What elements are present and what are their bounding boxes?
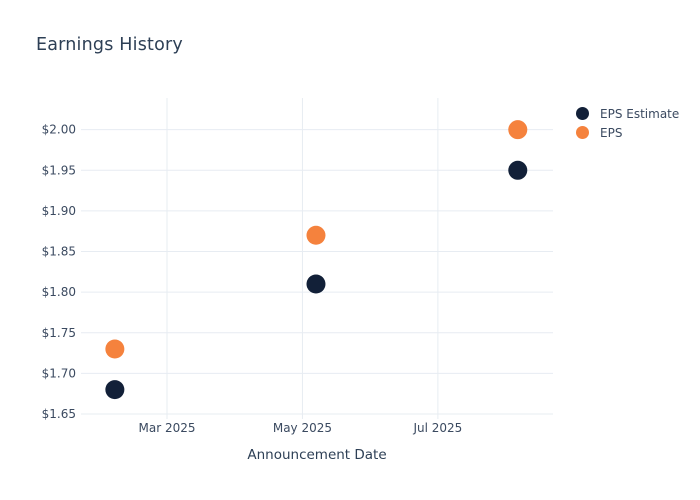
legend-marker-eps [576,126,589,139]
x-axis-title: Announcement Date [247,447,387,463]
x-tick-label: Mar 2025 [139,421,196,435]
y-tick-label: $1.85 [42,245,76,259]
y-tick-label: $1.65 [42,407,76,421]
y-tick-label: $1.70 [42,366,76,380]
legend-marker-eps-estimate [576,107,589,120]
legend-item-eps-estimate[interactable]: EPS Estimate [576,104,679,123]
x-tick-label: Jul 2025 [412,421,462,435]
y-tick-label: $1.95 [42,163,76,177]
legend: EPS Estimate EPS [576,104,679,142]
y-tick-label: $1.90 [42,204,76,218]
y-tick-label: $1.80 [42,285,76,299]
point-eps-estimate[interactable] [306,274,326,294]
y-tick-label: $2.00 [42,123,76,137]
point-eps[interactable] [105,339,125,359]
chart-title: Earnings History [36,35,183,55]
x-tick-label: May 2025 [273,421,332,435]
legend-item-eps[interactable]: EPS [576,123,679,142]
point-eps[interactable] [306,225,326,245]
legend-label: EPS Estimate [600,106,680,121]
y-tick-label: $1.75 [42,326,76,340]
point-eps-estimate[interactable] [105,380,125,400]
point-eps[interactable] [508,120,528,140]
point-eps-estimate[interactable] [508,160,528,180]
legend-label: EPS [600,125,623,140]
